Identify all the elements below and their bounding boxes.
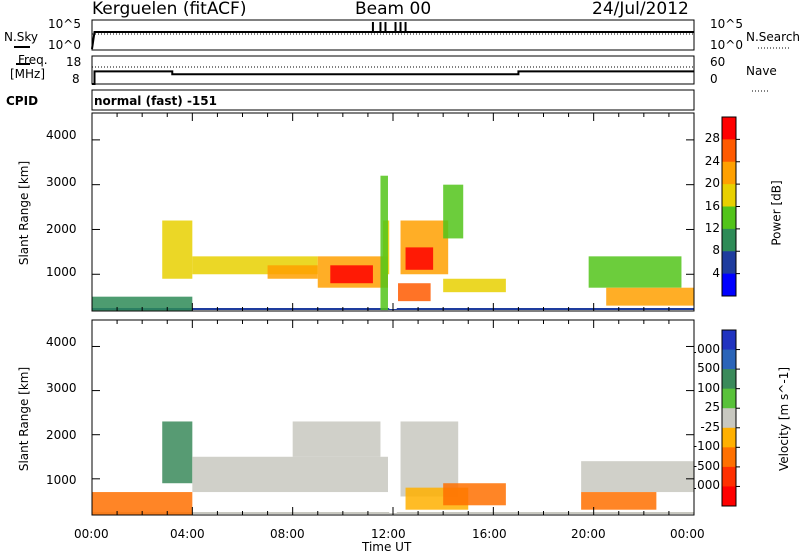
velocity-colorbar-swatch bbox=[722, 369, 736, 390]
velocity-data-cell bbox=[292, 421, 381, 457]
nave-tick-max: 60 bbox=[710, 55, 726, 69]
power-ytick: 4000 bbox=[46, 128, 77, 142]
power-colorbar-tick-label: 24 bbox=[704, 153, 720, 168]
power-ytick: 2000 bbox=[46, 222, 77, 236]
power-data-cell bbox=[606, 287, 694, 306]
power-colorbar-swatch bbox=[722, 273, 736, 297]
power-data-cell bbox=[588, 256, 682, 288]
cpid-panel-frame bbox=[91, 89, 695, 111]
power-colorbar-tick-label: 28 bbox=[704, 131, 720, 146]
nsearch-label: N.Search bbox=[746, 30, 800, 44]
xtick: 00:00 bbox=[670, 527, 705, 541]
power-colorbar-swatch bbox=[722, 117, 736, 140]
radar-title: Kerguelen (fitACF) bbox=[92, 0, 247, 19]
power-colorbar-swatch bbox=[722, 206, 736, 230]
power-data-cell bbox=[330, 265, 373, 284]
power-colorbar-tick-label: 12 bbox=[704, 220, 720, 235]
power-data-cell bbox=[443, 184, 464, 239]
velocity-ytick: 2000 bbox=[46, 428, 77, 442]
power-colorbar-tick-label: 20 bbox=[704, 176, 720, 191]
power-colorbar-swatch bbox=[722, 251, 736, 275]
xtick: 08:00 bbox=[270, 527, 305, 541]
velocity-colorbar-swatch bbox=[722, 349, 736, 370]
velocity-colorbar-tick-label: 100 bbox=[697, 380, 720, 395]
velocity-data-cell bbox=[581, 461, 694, 493]
velocity-data-cell bbox=[443, 483, 506, 506]
velocity-ytick: 4000 bbox=[46, 335, 77, 349]
power-data-cell bbox=[405, 247, 434, 270]
velocity-colorbar-swatch bbox=[722, 427, 736, 448]
velocity-colorbar-tick-label: 1000 bbox=[689, 341, 720, 356]
freq-unit: [MHz] bbox=[10, 67, 46, 81]
velocity-ytick: 1000 bbox=[46, 473, 77, 487]
velocity-colorbar-swatch bbox=[722, 388, 736, 409]
nsearch-tick-max: 10^5 bbox=[710, 17, 743, 31]
power-data-cell bbox=[398, 283, 431, 302]
nsky-tick-min: 10^0 bbox=[48, 38, 81, 52]
velocity-colorbar-swatch bbox=[722, 447, 736, 468]
power-ytick: 3000 bbox=[46, 175, 77, 189]
beam-title: Beam 00 bbox=[355, 0, 432, 19]
power-colorbar-tick-label: 8 bbox=[712, 243, 720, 258]
cpid-value: normal (fast) -151 bbox=[94, 94, 217, 108]
nave-label: Nave bbox=[746, 64, 777, 78]
cpid-label: CPID bbox=[6, 94, 39, 108]
velocity-colorbar-swatch bbox=[722, 330, 736, 351]
freq-tick-max: 18 bbox=[66, 55, 82, 69]
power-colorbar-swatch bbox=[722, 228, 736, 252]
velocity-colorbar-tick-label: 25 bbox=[704, 400, 720, 415]
xtick: 00:00 bbox=[74, 527, 109, 541]
velocity-data-cell bbox=[581, 492, 657, 510]
xtick: 16:00 bbox=[472, 527, 507, 541]
velocity-data-cell bbox=[162, 421, 193, 484]
nsky-tick-max: 10^5 bbox=[48, 17, 81, 31]
power-ytick: 1000 bbox=[46, 265, 77, 279]
power-colorbar-swatch bbox=[722, 184, 736, 207]
xtick: 20:00 bbox=[571, 527, 606, 541]
freq-panel-frame bbox=[91, 55, 695, 85]
power-colorbar-tick-label: 16 bbox=[704, 198, 720, 213]
velocity-colorbar-tick-label: -500 bbox=[692, 458, 720, 473]
velocity-colorbar-swatch bbox=[722, 408, 736, 429]
velocity-colorbar-tick-label: -25 bbox=[700, 419, 720, 434]
velocity-colorbar-frame bbox=[721, 329, 737, 507]
velocity-data-cell bbox=[92, 492, 193, 515]
power-data-gap bbox=[389, 115, 397, 309]
power-colorbar-swatch bbox=[722, 139, 736, 163]
power-data-cell bbox=[443, 278, 506, 293]
velocity-data-gap bbox=[389, 322, 397, 513]
xtick: 04:00 bbox=[170, 527, 205, 541]
power-data-cell bbox=[267, 265, 318, 279]
velocity-ytick: 3000 bbox=[46, 381, 77, 395]
nave-tick-min: 0 bbox=[710, 72, 718, 86]
velocity-colorbar-swatch bbox=[722, 466, 736, 487]
nsky-line bbox=[91, 31, 694, 50]
freq-line bbox=[92, 70, 694, 85]
power-colorbar-tick-label: 4 bbox=[712, 265, 720, 280]
x-axis-label: Time UT bbox=[362, 540, 412, 554]
date-title: 24/Jul/2012 bbox=[592, 0, 689, 19]
nsearch-tick-min: 10^0 bbox=[710, 38, 743, 52]
velocity-colorbar-tick-label: -100 bbox=[692, 439, 720, 454]
freq-tick-min: 8 bbox=[72, 72, 80, 86]
nsky-label: N.Sky bbox=[4, 30, 39, 44]
velocity-data-cell bbox=[192, 456, 388, 493]
velocity-colorbar-tick-label: 500 bbox=[697, 361, 720, 376]
xtick: 12:00 bbox=[371, 527, 406, 541]
velocity-colorbar-swatch bbox=[722, 486, 736, 507]
power-colorbar-swatch bbox=[722, 161, 736, 185]
nsky-panel-frame bbox=[91, 19, 695, 51]
power-data-cell bbox=[162, 220, 193, 279]
power-data-cell bbox=[380, 175, 388, 311]
